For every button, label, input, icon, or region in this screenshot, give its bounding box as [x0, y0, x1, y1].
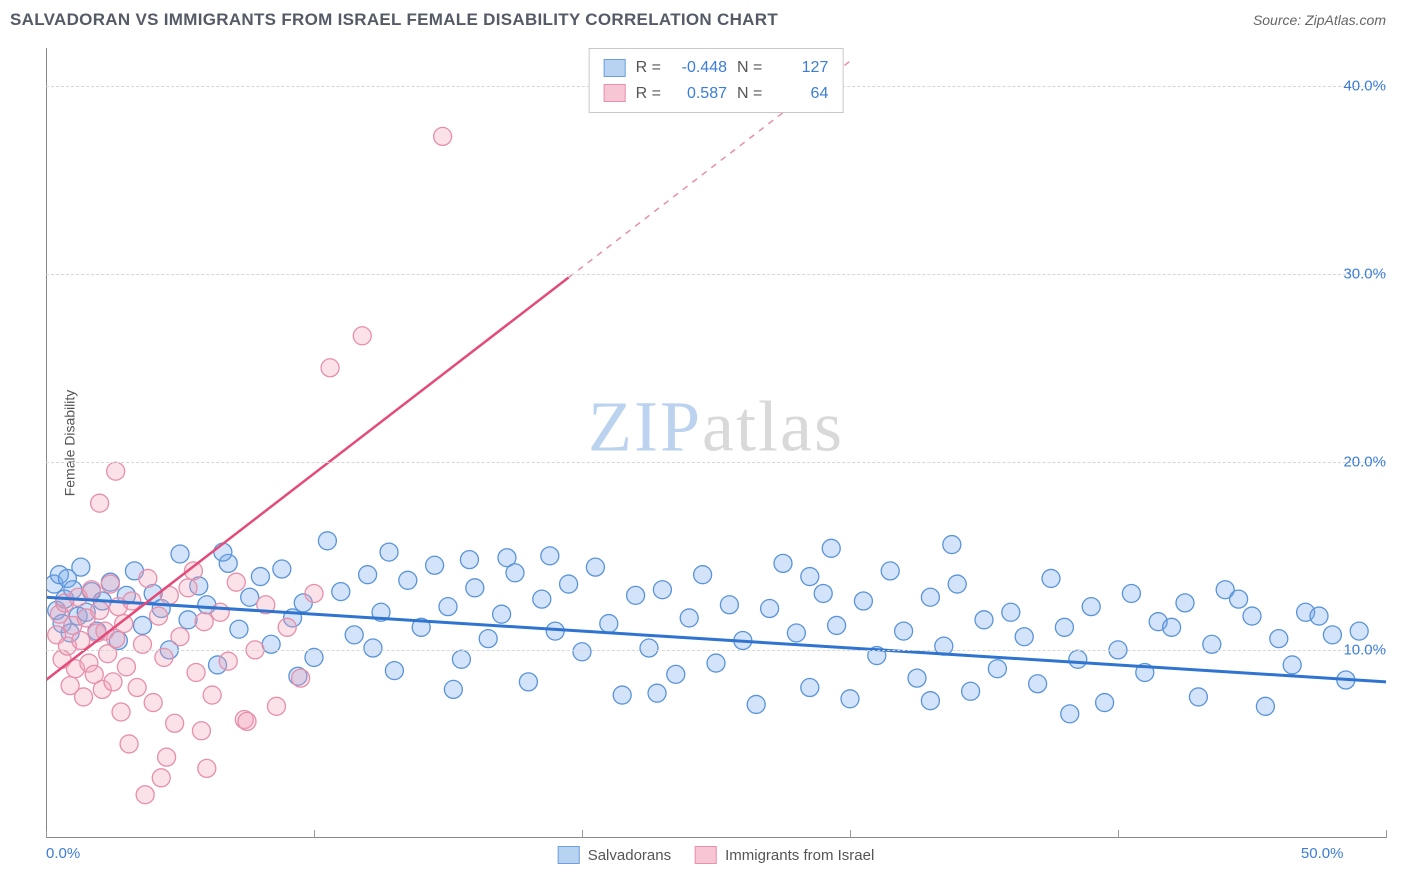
n-label: N = — [737, 55, 762, 81]
n-label: N = — [737, 81, 762, 107]
swatch-series2 — [604, 84, 626, 102]
r-value-series1: -0.448 — [671, 55, 727, 81]
legend-label-series2: Immigrants from Israel — [725, 847, 874, 864]
stats-box: R = -0.448 N = 127 R = 0.587 N = 64 — [589, 48, 844, 113]
chart-header: SALVADORAN VS IMMIGRANTS FROM ISRAEL FEM… — [0, 0, 1406, 40]
legend: Salvadorans Immigrants from Israel — [558, 846, 875, 864]
legend-swatch-series1 — [558, 846, 580, 864]
stats-row-series2: R = 0.587 N = 64 — [604, 81, 829, 107]
n-value-series2: 64 — [772, 81, 828, 107]
x-axis-line — [46, 837, 1386, 838]
source-attribution: Source: ZipAtlas.com — [1253, 12, 1386, 28]
r-label: R = — [636, 55, 661, 81]
legend-label-series1: Salvadorans — [588, 847, 671, 864]
stats-row-series1: R = -0.448 N = 127 — [604, 55, 829, 81]
chart-title: SALVADORAN VS IMMIGRANTS FROM ISRAEL FEM… — [10, 10, 778, 30]
y-axis-line — [46, 48, 47, 838]
chart-area: Female Disability ZIPatlas 10.0%20.0%30.… — [46, 48, 1386, 838]
legend-swatch-series2 — [695, 846, 717, 864]
legend-item-series1: Salvadorans — [558, 846, 671, 864]
r-value-series2: 0.587 — [671, 81, 727, 107]
scatter-plot — [46, 48, 1386, 838]
n-value-series1: 127 — [772, 55, 828, 81]
r-label: R = — [636, 81, 661, 107]
legend-item-series2: Immigrants from Israel — [695, 846, 874, 864]
swatch-series1 — [604, 59, 626, 77]
